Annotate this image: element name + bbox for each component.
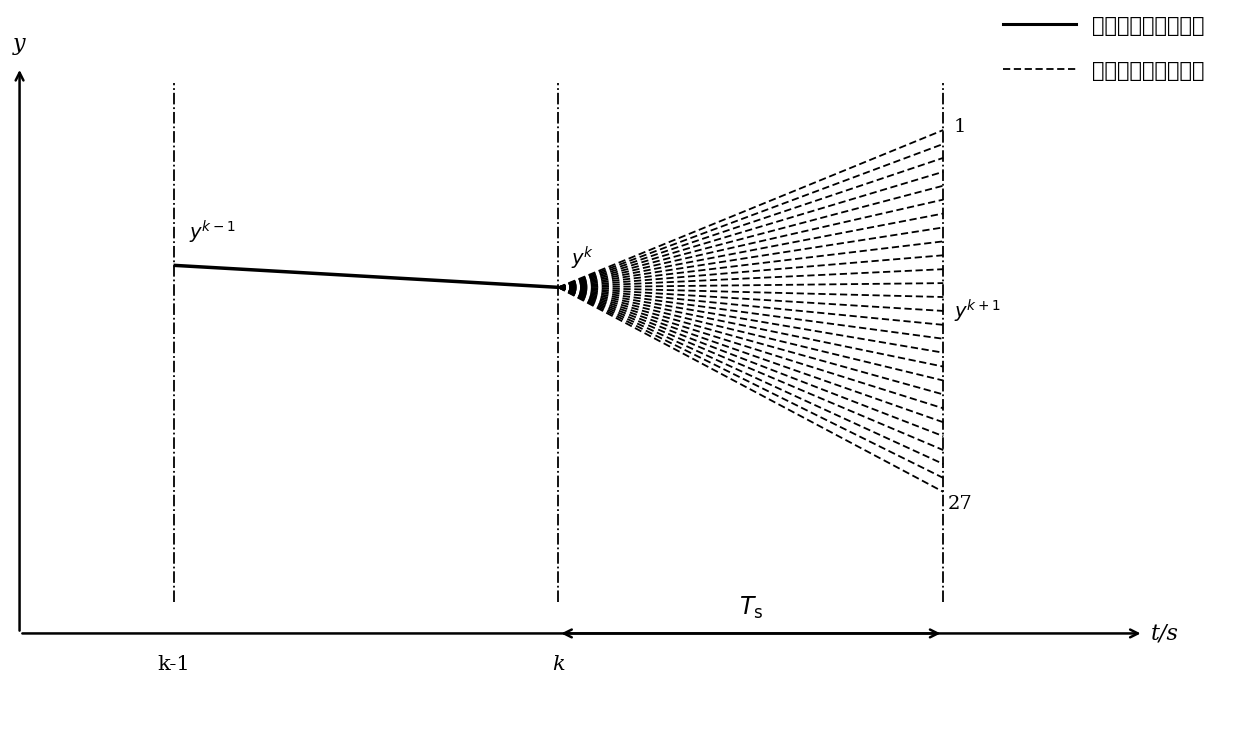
Text: 27: 27 xyxy=(947,495,972,513)
Text: $T_{\rm s}$: $T_{\rm s}$ xyxy=(739,594,763,621)
Text: $y^{k-1}$: $y^{k-1}$ xyxy=(188,220,236,247)
Text: k: k xyxy=(552,655,564,674)
Text: k-1: k-1 xyxy=(157,655,190,674)
Text: $y^{k}$: $y^{k}$ xyxy=(570,244,594,272)
Text: $y^{k+1}$: $y^{k+1}$ xyxy=(954,297,1001,324)
Text: y: y xyxy=(14,32,26,54)
Legend: 整流器实际输出轨迹, 整流器未来输出趋势: 整流器实际输出轨迹, 整流器未来输出趋势 xyxy=(994,7,1213,89)
Text: 1: 1 xyxy=(954,118,966,136)
Text: t/s: t/s xyxy=(1151,622,1179,644)
